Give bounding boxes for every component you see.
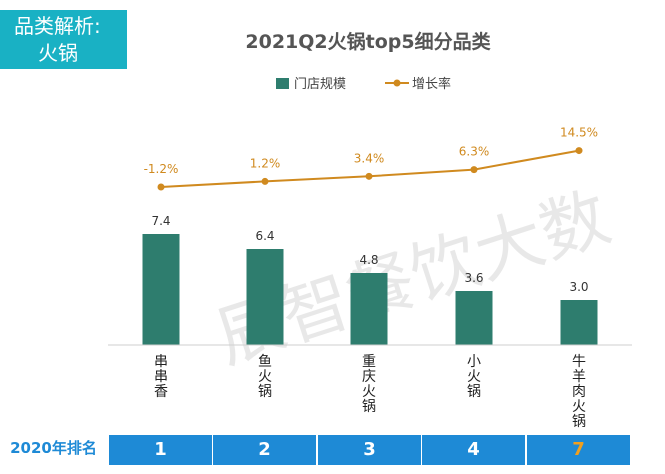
bar-value-label-4: 3.6	[464, 271, 483, 285]
legend-bar-label: 门店规模	[294, 77, 346, 92]
rank-cell-5: 7	[527, 435, 630, 465]
legend: 门店规模 增长率	[276, 76, 451, 92]
growth-point-3	[365, 172, 373, 180]
bar-4	[455, 291, 493, 345]
rank-cell-2: 2	[213, 435, 316, 465]
rank-cell-3: 3	[318, 435, 421, 465]
category-label-1: 串串香	[154, 354, 168, 400]
category-label-line2: 火锅	[38, 41, 78, 65]
legend-line-marker	[393, 79, 401, 87]
bar-layer: 7.4 6.4 4.8 3.6 3.0	[142, 214, 598, 345]
growth-line-layer: -1.2% 1.2% 3.4% 6.3% 14.5%	[144, 126, 598, 191]
rank-cell-4: 4	[422, 435, 525, 465]
category-label-3: 重庆火锅	[362, 354, 376, 415]
growth-point-2	[261, 177, 269, 185]
growth-point-1	[157, 183, 165, 191]
category-label-5: 牛羊肉火锅	[572, 354, 586, 430]
bar-1	[142, 234, 180, 345]
bar-value-label-1: 7.4	[151, 214, 170, 228]
category-label: 品类解析: 火锅	[0, 10, 127, 69]
category-label-line1: 品类解析:	[14, 14, 101, 38]
growth-point-4	[470, 166, 478, 174]
bar-3	[350, 273, 388, 345]
bar-5	[560, 300, 598, 345]
growth-label-3: 3.4%	[354, 151, 385, 165]
growth-label-5: 14.5%	[560, 126, 598, 140]
growth-label-1: -1.2%	[144, 162, 179, 176]
category-label-2: 鱼火锅	[258, 353, 272, 400]
bar-value-label-3: 4.8	[359, 253, 378, 267]
growth-point-5	[575, 147, 583, 155]
bar-value-label-2: 6.4	[255, 229, 274, 243]
rank-row-label: 2020年排名	[10, 439, 97, 457]
legend-line-label: 增长率	[412, 76, 451, 92]
category-label-4: 小火锅	[467, 354, 481, 400]
rank-cell-1: 1	[109, 435, 212, 465]
growth-label-2: 1.2%	[250, 156, 281, 170]
chart-title: 2021Q2火锅top5细分品类	[245, 30, 490, 53]
growth-label-4: 6.3%	[459, 145, 490, 159]
bar-2	[246, 249, 284, 345]
category-layer: 串串香 鱼火锅 重庆火锅 小火锅 牛羊肉火锅	[154, 353, 586, 430]
bar-value-label-5: 3.0	[569, 280, 588, 294]
legend-bar-swatch	[276, 78, 289, 89]
